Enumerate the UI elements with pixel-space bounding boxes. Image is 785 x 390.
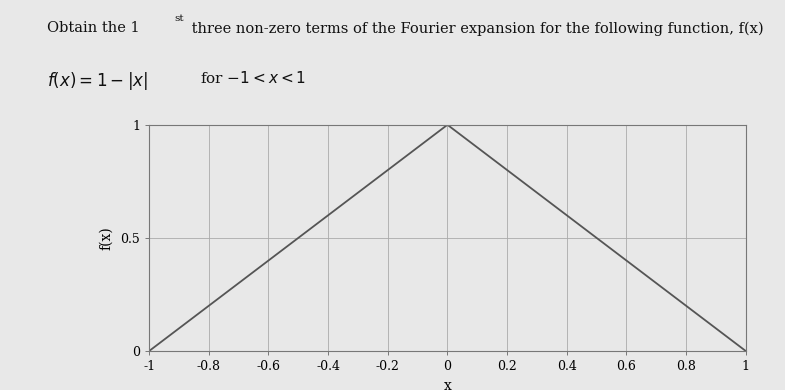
Text: three non-zero terms of the Fourier expansion for the following function, f(x): three non-zero terms of the Fourier expa…: [187, 21, 764, 36]
X-axis label: x: x: [444, 379, 451, 390]
Text: Obtain the 1: Obtain the 1: [47, 21, 140, 35]
Text: $f(x)=1-|x|$: $f(x)=1-|x|$: [47, 70, 148, 92]
Text: st: st: [174, 14, 184, 23]
Y-axis label: f(x): f(x): [100, 226, 113, 250]
Text: for $-1 < x < 1$: for $-1 < x < 1$: [200, 70, 306, 86]
